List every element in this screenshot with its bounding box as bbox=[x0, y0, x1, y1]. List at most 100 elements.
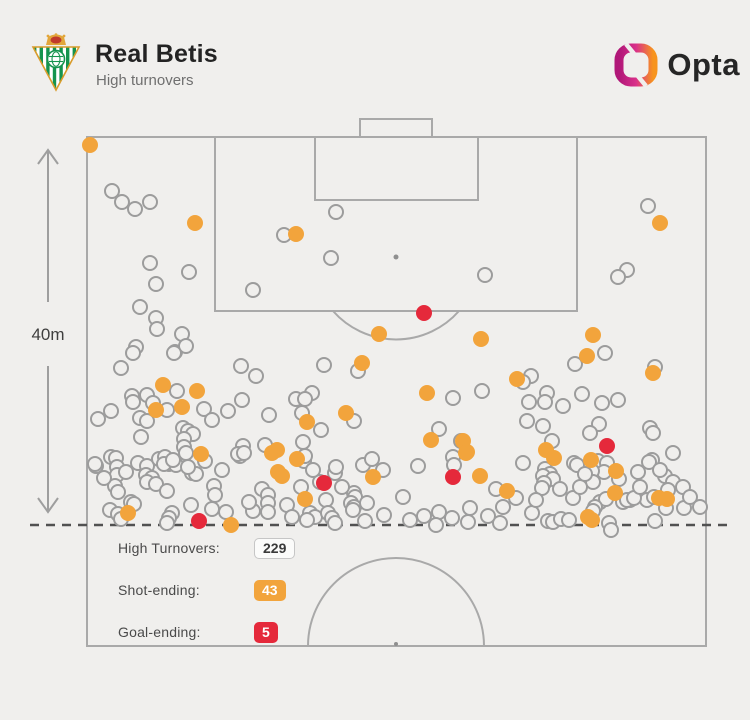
turnover-dot bbox=[204, 501, 220, 517]
turnover-dot bbox=[114, 194, 130, 210]
turnover-dot bbox=[148, 276, 164, 292]
turnover-dot bbox=[297, 391, 313, 407]
turnover-dot bbox=[577, 466, 593, 482]
turnover-dot bbox=[248, 368, 264, 384]
turnover-dot bbox=[328, 459, 344, 475]
turnover-dot bbox=[223, 517, 239, 533]
legend-row-total: High Turnovers: 229 bbox=[118, 536, 296, 560]
turnover-dot bbox=[480, 508, 496, 524]
turnover-dot bbox=[82, 137, 98, 153]
turnover-dot bbox=[444, 510, 460, 526]
legend-row-goal-ending: Goal-ending: 5 bbox=[118, 620, 295, 644]
turnover-dot bbox=[445, 390, 461, 406]
turnover-dot bbox=[645, 425, 661, 441]
turnover-dot bbox=[630, 464, 646, 480]
turnover-dot bbox=[682, 489, 698, 505]
turnover-dot bbox=[180, 459, 196, 475]
turnover-dot bbox=[458, 445, 474, 461]
turnover-dot bbox=[495, 499, 511, 515]
turnover-dot bbox=[376, 507, 392, 523]
turnover-dot bbox=[284, 509, 300, 525]
turnover-dot bbox=[431, 421, 447, 437]
turnover-dot bbox=[473, 331, 489, 347]
turnover-dot bbox=[423, 432, 439, 448]
turnover-dot bbox=[477, 267, 493, 283]
turnover-dot bbox=[323, 250, 339, 266]
turnover-dot bbox=[191, 513, 207, 529]
turnover-dot bbox=[428, 517, 444, 533]
turnover-dots-layer bbox=[82, 137, 708, 538]
turnover-dot bbox=[371, 326, 387, 342]
turnover-dot bbox=[148, 402, 164, 418]
turnover-dot bbox=[416, 305, 432, 321]
turnover-dot bbox=[416, 508, 432, 524]
turnover-dot bbox=[316, 357, 332, 373]
turnover-dot bbox=[174, 399, 190, 415]
distance-label: 40m bbox=[31, 325, 64, 344]
turnover-dot bbox=[120, 505, 136, 521]
turnover-dot bbox=[535, 418, 551, 434]
page-title: Real Betis bbox=[95, 40, 218, 68]
turnover-dot bbox=[402, 512, 418, 528]
opta-wordmark: Opta bbox=[667, 47, 740, 82]
legend-value-total: 229 bbox=[254, 537, 296, 559]
turnover-dot bbox=[169, 383, 185, 399]
turnover-dot bbox=[565, 490, 581, 506]
turnover-dot bbox=[338, 405, 354, 421]
turnover-dot bbox=[607, 485, 623, 501]
turnover-dot bbox=[178, 445, 194, 461]
turnover-dot bbox=[584, 512, 600, 528]
turnover-dot bbox=[594, 395, 610, 411]
crest-crown-jewel bbox=[54, 33, 58, 36]
turnover-dot bbox=[218, 504, 234, 520]
turnover-dot bbox=[641, 454, 657, 470]
turnover-dot bbox=[603, 522, 619, 538]
turnover-dot bbox=[149, 321, 165, 337]
turnover-dot bbox=[546, 450, 562, 466]
turnover-dot bbox=[207, 487, 223, 503]
distance-arrow bbox=[37, 148, 59, 514]
turnover-dot bbox=[328, 204, 344, 220]
turnover-dot bbox=[234, 392, 250, 408]
turnover-dot bbox=[334, 479, 350, 495]
turnover-dot bbox=[113, 360, 129, 376]
turnover-dot bbox=[585, 327, 601, 343]
turnover-dot bbox=[515, 455, 531, 471]
turnover-dot bbox=[357, 513, 373, 529]
turnover-dot bbox=[561, 512, 577, 528]
legend-label-shot-ending: Shot-ending: bbox=[118, 582, 200, 598]
penalty-spot bbox=[393, 254, 399, 260]
turnover-dot bbox=[528, 492, 544, 508]
turnover-dot bbox=[132, 299, 148, 315]
turnover-dot bbox=[354, 355, 370, 371]
turnover-dot bbox=[364, 451, 380, 467]
turnover-dot bbox=[214, 462, 230, 478]
turnover-dot bbox=[640, 198, 656, 214]
legend-value-shot-ending: 43 bbox=[254, 579, 286, 601]
turnover-dot bbox=[103, 403, 119, 419]
turnover-dot bbox=[574, 386, 590, 402]
turnover-dot bbox=[299, 512, 315, 528]
turnover-dot bbox=[474, 383, 490, 399]
turnover-dot bbox=[264, 445, 280, 461]
turnover-dot bbox=[665, 445, 681, 461]
turnover-dot bbox=[632, 479, 648, 495]
turnover-dot bbox=[241, 494, 257, 510]
center-spot bbox=[394, 642, 398, 646]
opta-mark-icon bbox=[614, 42, 658, 88]
turnover-dot bbox=[659, 491, 675, 507]
turnover-dot bbox=[87, 456, 103, 472]
turnover-dot bbox=[365, 469, 381, 485]
turnover-dot bbox=[410, 458, 426, 474]
turnover-dot bbox=[181, 264, 197, 280]
turnover-dot bbox=[142, 194, 158, 210]
turnover-dot bbox=[165, 452, 181, 468]
turnover-dot bbox=[139, 413, 155, 429]
turnover-dot bbox=[610, 392, 626, 408]
turnover-dot bbox=[359, 495, 375, 511]
opta-logo: Opta bbox=[613, 42, 740, 88]
turnover-dot bbox=[552, 481, 568, 497]
turnover-dot bbox=[193, 446, 209, 462]
turnover-dot bbox=[166, 345, 182, 361]
turnover-dot bbox=[233, 358, 249, 374]
